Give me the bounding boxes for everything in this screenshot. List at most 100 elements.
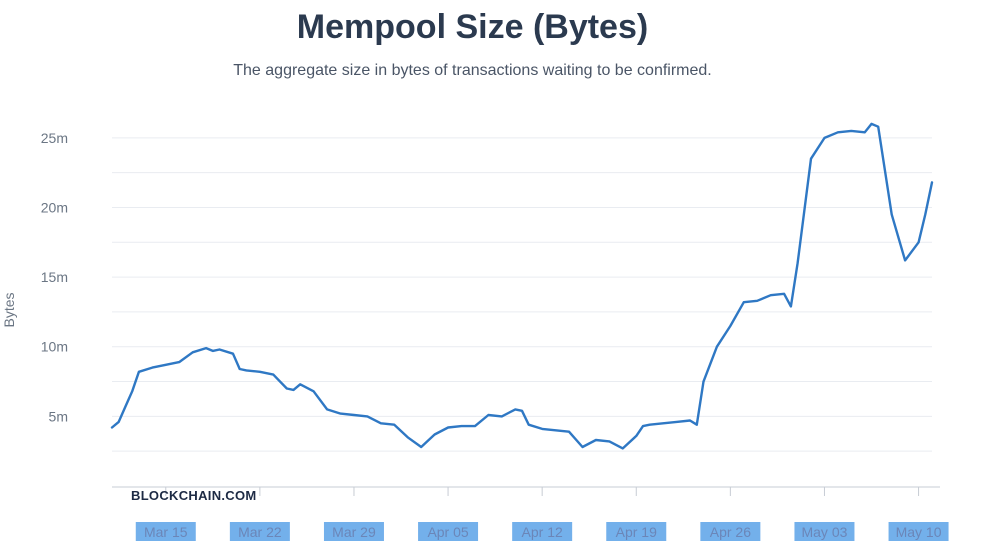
data-point xyxy=(205,347,207,349)
data-point xyxy=(521,410,523,412)
data-point xyxy=(756,300,758,302)
data-point xyxy=(528,424,530,426)
data-point xyxy=(790,305,792,307)
data-point xyxy=(487,414,489,416)
data-point xyxy=(649,424,651,426)
data-point xyxy=(434,433,436,436)
x-tick-label: Apr 26 xyxy=(710,524,751,540)
data-point xyxy=(568,431,570,433)
x-tick-label: May 03 xyxy=(801,524,847,540)
data-point xyxy=(165,364,167,366)
data-point xyxy=(313,390,315,392)
x-tick-label-highlight xyxy=(229,522,290,541)
x-tick-label-highlight xyxy=(323,522,384,541)
data-point xyxy=(595,439,597,441)
data-point xyxy=(642,425,644,427)
data-point xyxy=(299,383,301,385)
x-tick-label: Apr 05 xyxy=(427,524,468,540)
chart-subtitle: The aggregate size in bytes of transacti… xyxy=(233,62,712,79)
data-point xyxy=(864,131,866,133)
y-tick-label: 20m xyxy=(41,199,68,215)
grid-lines xyxy=(112,137,932,452)
data-point xyxy=(904,259,906,261)
x-tick-label: Mar 29 xyxy=(332,524,376,540)
series-group xyxy=(110,122,934,450)
data-point xyxy=(702,380,705,383)
data-point xyxy=(675,421,678,423)
data-point xyxy=(272,373,274,376)
y-axis-label: Bytes xyxy=(1,292,17,327)
data-point xyxy=(192,351,194,353)
data-point xyxy=(118,421,120,423)
data-point xyxy=(326,408,328,411)
data-point xyxy=(138,371,140,373)
data-point xyxy=(292,389,295,391)
data-point xyxy=(689,419,691,422)
data-point xyxy=(259,371,261,373)
x-tick-label: Mar 15 xyxy=(144,524,188,540)
data-point xyxy=(877,126,879,128)
data-point xyxy=(716,346,718,348)
data-point xyxy=(696,424,698,426)
data-point xyxy=(810,158,812,160)
data-point xyxy=(870,123,873,125)
x-tick-label-highlight xyxy=(512,522,573,541)
x-axis: Mar 15 Mar 22 Mar 29 Apr 05 Apr 12 Apr 19 Apr … xyxy=(112,486,949,541)
data-point xyxy=(178,361,180,363)
data-point xyxy=(891,213,893,216)
data-point xyxy=(729,325,731,327)
x-tick-label-highlight xyxy=(135,522,196,541)
data-point xyxy=(837,131,839,133)
data-point xyxy=(501,415,503,417)
data-point xyxy=(555,429,557,431)
data-point xyxy=(608,440,610,443)
x-tick-label-highlight xyxy=(888,522,949,541)
data-point xyxy=(407,436,409,438)
data-point xyxy=(239,368,241,370)
data-point xyxy=(111,426,113,429)
x-tick-label-highlight xyxy=(418,522,479,541)
data-point xyxy=(286,387,288,390)
data-point xyxy=(380,422,382,424)
brand-logo: BLOCKCHAIN.COM xyxy=(131,488,257,503)
data-point xyxy=(447,426,449,429)
data-point xyxy=(232,353,234,355)
x-tick-label: Apr 12 xyxy=(522,524,563,540)
y-axis-ticks: 5m 10m 15m 20m 25m xyxy=(41,130,68,425)
y-tick-label: 25m xyxy=(41,130,68,146)
x-tick-label-highlight xyxy=(700,522,761,541)
data-point xyxy=(474,425,476,427)
data-point xyxy=(823,137,826,139)
x-tick-label-highlight xyxy=(794,522,855,541)
x-tick-label: Apr 19 xyxy=(616,524,657,540)
data-point xyxy=(514,408,516,411)
data-point xyxy=(151,367,153,369)
data-point xyxy=(850,130,852,132)
x-tick-label: Mar 22 xyxy=(238,524,282,540)
data-point xyxy=(460,425,463,427)
data-point xyxy=(662,422,664,424)
data-point xyxy=(420,446,422,448)
x-tick-label-highlight xyxy=(606,522,667,541)
data-point xyxy=(353,414,355,416)
data-point xyxy=(366,415,369,417)
data-point xyxy=(622,447,624,449)
data-point xyxy=(339,412,342,415)
data-point xyxy=(931,181,933,184)
data-point xyxy=(124,406,127,408)
data-point xyxy=(917,241,920,243)
data-point xyxy=(541,428,543,430)
y-tick-label: 10m xyxy=(41,339,68,355)
data-point xyxy=(924,213,926,216)
y-tick-label: 15m xyxy=(41,269,68,285)
data-point xyxy=(581,446,584,448)
data-point xyxy=(770,294,772,296)
data-point xyxy=(393,424,395,426)
data-point xyxy=(245,369,248,372)
data-point xyxy=(131,390,133,392)
data-point xyxy=(635,435,637,437)
x-tick-label: May 10 xyxy=(896,524,942,540)
data-point xyxy=(218,348,221,351)
data-point xyxy=(743,301,745,303)
data-point xyxy=(796,262,799,264)
